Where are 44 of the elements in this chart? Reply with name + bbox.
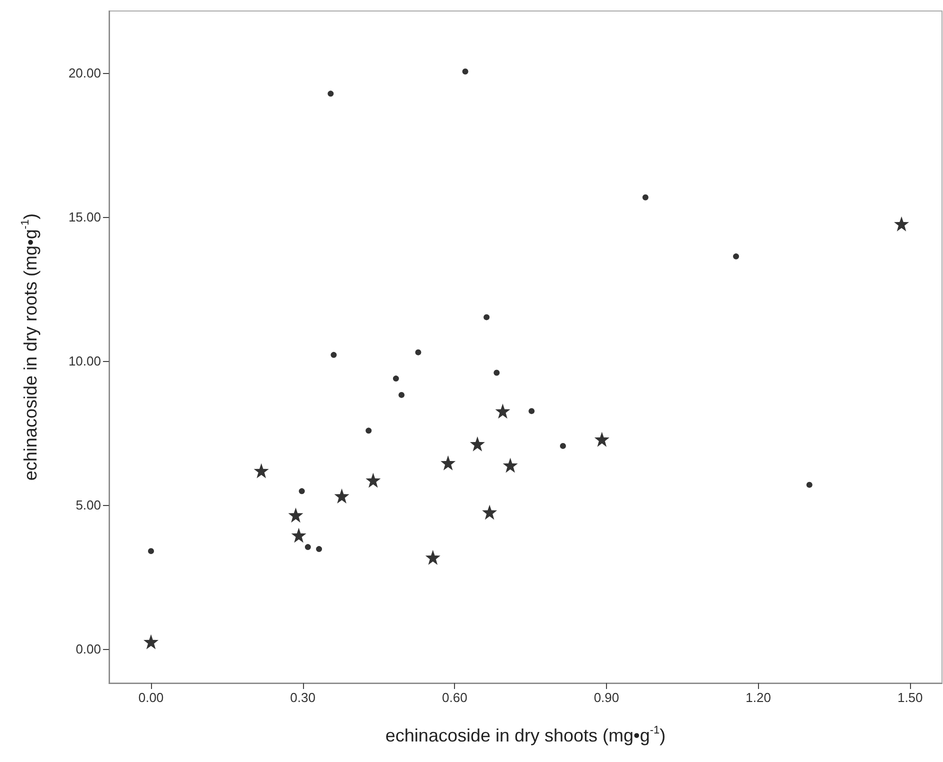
x-tick-label: 0.60 bbox=[442, 690, 468, 705]
point bbox=[144, 634, 159, 650]
point bbox=[528, 408, 535, 414]
y-tick-label: 15.00 bbox=[68, 209, 101, 224]
point bbox=[470, 436, 485, 452]
point bbox=[288, 508, 304, 523]
point bbox=[502, 458, 518, 473]
y-tick-label: 5.00 bbox=[76, 497, 101, 512]
point bbox=[330, 352, 337, 358]
point bbox=[366, 472, 381, 488]
point bbox=[298, 488, 305, 494]
x-tick-label: 0.90 bbox=[594, 690, 620, 705]
point bbox=[806, 482, 812, 488]
point bbox=[304, 544, 311, 550]
y-tick-label: 20.00 bbox=[68, 65, 101, 80]
point bbox=[733, 253, 740, 260]
point bbox=[366, 428, 372, 434]
point bbox=[328, 90, 334, 97]
point bbox=[425, 550, 440, 565]
point bbox=[494, 370, 500, 376]
point bbox=[398, 392, 405, 398]
point bbox=[440, 455, 456, 470]
point bbox=[560, 442, 566, 449]
x-tick-label: 0.00 bbox=[138, 690, 164, 705]
point bbox=[484, 314, 490, 320]
point bbox=[316, 546, 322, 552]
y-axis-title: echinacoside in dry roots (mg•g-1) bbox=[20, 213, 40, 481]
point bbox=[334, 488, 350, 504]
point bbox=[291, 528, 306, 543]
point bbox=[254, 463, 269, 478]
point bbox=[495, 404, 510, 419]
point bbox=[594, 432, 610, 447]
x-tick-label: 1.20 bbox=[746, 690, 771, 705]
point bbox=[482, 504, 498, 520]
x-tick-label: 0.30 bbox=[290, 690, 316, 705]
point bbox=[392, 376, 399, 382]
x-tick-label: 1.50 bbox=[897, 690, 923, 705]
y-tick-label: 0.00 bbox=[76, 642, 101, 657]
y-tick-label: 10.00 bbox=[68, 353, 101, 368]
point bbox=[148, 548, 154, 554]
point bbox=[415, 349, 422, 356]
point bbox=[462, 68, 468, 74]
point bbox=[642, 194, 648, 200]
point bbox=[894, 216, 910, 232]
